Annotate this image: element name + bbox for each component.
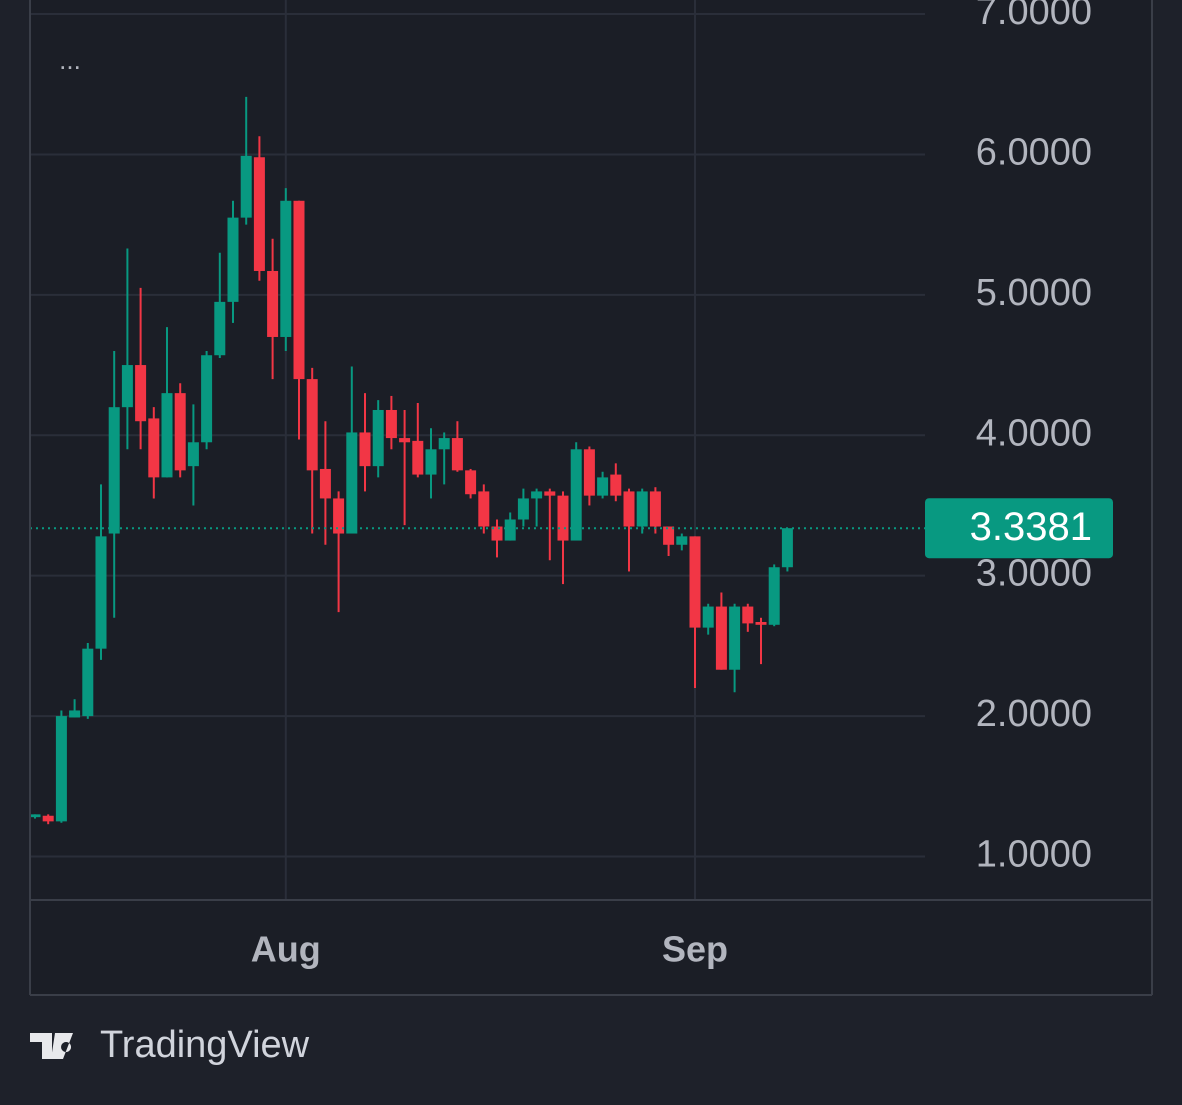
candle-body bbox=[768, 567, 780, 625]
y-tick-label: 4.0000 bbox=[976, 412, 1092, 454]
candle-body bbox=[306, 379, 318, 471]
last-price-label: 3.3381 bbox=[970, 505, 1092, 549]
logo: TradingView bbox=[30, 1024, 310, 1066]
candle-body bbox=[597, 477, 609, 496]
candle-body bbox=[557, 495, 569, 541]
y-tick-label: 7.0000 bbox=[976, 0, 1092, 33]
candle-body bbox=[82, 648, 94, 717]
menu-dots[interactable]: ... bbox=[59, 45, 81, 75]
candle-body bbox=[201, 355, 213, 443]
brand: TradingView bbox=[100, 1024, 310, 1066]
candle-body bbox=[544, 491, 556, 496]
candle-body bbox=[293, 200, 305, 380]
candle-body bbox=[729, 606, 741, 670]
candle-body bbox=[715, 606, 727, 670]
candle-body bbox=[478, 491, 490, 527]
candle-body bbox=[333, 498, 345, 534]
candle-body bbox=[504, 519, 516, 541]
candle-body bbox=[676, 536, 688, 545]
candle-body bbox=[702, 606, 714, 628]
candle-body bbox=[636, 491, 648, 527]
candle-body bbox=[253, 157, 265, 271]
candle-body bbox=[649, 491, 661, 527]
candle-body bbox=[372, 409, 384, 467]
candle-body bbox=[240, 155, 252, 218]
candle-body bbox=[29, 814, 41, 818]
candle-body bbox=[465, 470, 477, 495]
candle-body bbox=[438, 438, 450, 450]
candle-body bbox=[412, 440, 424, 475]
candle-body bbox=[610, 474, 622, 496]
candle-body bbox=[267, 270, 279, 337]
candle-body bbox=[517, 498, 529, 520]
candle-body bbox=[135, 365, 147, 422]
y-tick-label: 1.0000 bbox=[976, 834, 1092, 876]
candle-body bbox=[399, 438, 411, 443]
candle-body bbox=[55, 716, 67, 822]
candle-body bbox=[531, 491, 543, 499]
candle-body bbox=[187, 442, 199, 467]
candle-body bbox=[121, 365, 133, 408]
candle-body bbox=[451, 438, 463, 471]
candle-body bbox=[227, 217, 239, 302]
candle-body bbox=[148, 418, 160, 478]
candle-body bbox=[742, 606, 754, 624]
candle-body bbox=[755, 621, 767, 625]
candle-body bbox=[95, 536, 107, 649]
y-tick-label: 5.0000 bbox=[976, 272, 1092, 314]
candle-body bbox=[161, 393, 173, 478]
y-tick-label: 2.0000 bbox=[976, 693, 1092, 735]
candle-body bbox=[570, 449, 582, 541]
candle-body bbox=[663, 526, 675, 545]
logo-icon bbox=[30, 1033, 73, 1059]
candle-body bbox=[214, 301, 226, 356]
candle-body bbox=[69, 710, 81, 718]
candle-body bbox=[280, 200, 292, 337]
candle-body bbox=[491, 526, 503, 541]
candle-body bbox=[583, 449, 595, 496]
candle-body bbox=[319, 468, 331, 499]
candle-body bbox=[359, 432, 371, 467]
candle-body bbox=[346, 432, 358, 534]
candle-body bbox=[174, 393, 186, 471]
last-price-box bbox=[925, 498, 1113, 559]
y-tick-label: 6.0000 bbox=[976, 131, 1092, 173]
candle-body bbox=[689, 536, 701, 628]
candle-body bbox=[623, 491, 635, 527]
candle-body bbox=[108, 407, 120, 534]
candle-body bbox=[425, 449, 437, 475]
chart-frame bbox=[30, 0, 1152, 995]
candle-body bbox=[385, 409, 397, 439]
y-tick-label: 3.0000 bbox=[976, 553, 1092, 595]
x-tick-label: Sep bbox=[662, 929, 728, 970]
candle-body bbox=[42, 815, 54, 822]
x-tick-label: Aug bbox=[251, 929, 321, 970]
candle-body bbox=[781, 528, 793, 568]
